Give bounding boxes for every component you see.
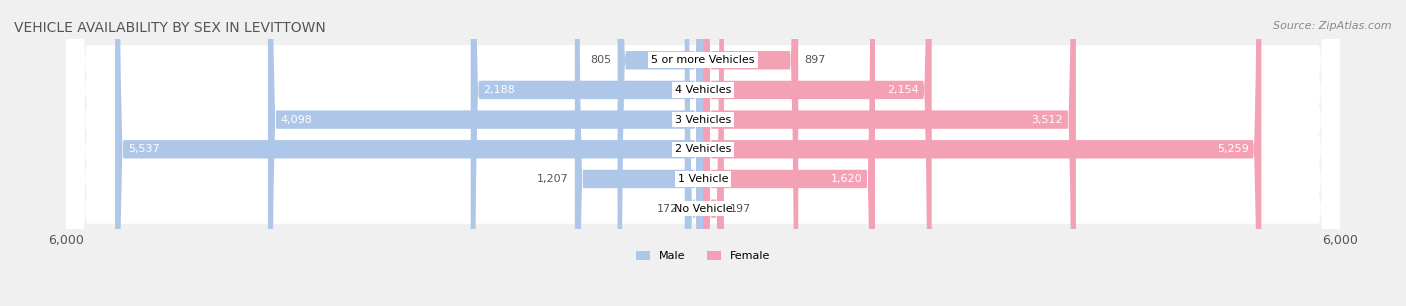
- Legend: Male, Female: Male, Female: [631, 247, 775, 266]
- FancyBboxPatch shape: [703, 0, 875, 306]
- FancyBboxPatch shape: [617, 0, 703, 306]
- FancyBboxPatch shape: [703, 0, 1261, 306]
- Text: 2,188: 2,188: [484, 85, 516, 95]
- Text: 5,537: 5,537: [128, 144, 159, 154]
- Text: 4 Vehicles: 4 Vehicles: [675, 85, 731, 95]
- FancyBboxPatch shape: [575, 0, 703, 306]
- FancyBboxPatch shape: [66, 0, 1340, 306]
- Text: 197: 197: [730, 204, 752, 214]
- Text: 2,154: 2,154: [887, 85, 920, 95]
- Text: 5 or more Vehicles: 5 or more Vehicles: [651, 55, 755, 65]
- FancyBboxPatch shape: [471, 0, 703, 306]
- FancyBboxPatch shape: [66, 0, 1340, 306]
- FancyBboxPatch shape: [66, 0, 1340, 306]
- FancyBboxPatch shape: [703, 0, 724, 306]
- Text: 897: 897: [804, 55, 825, 65]
- Text: VEHICLE AVAILABILITY BY SEX IN LEVITTOWN: VEHICLE AVAILABILITY BY SEX IN LEVITTOWN: [14, 21, 326, 35]
- Text: 172: 172: [657, 204, 678, 214]
- FancyBboxPatch shape: [66, 0, 1340, 306]
- Text: 1,207: 1,207: [537, 174, 568, 184]
- FancyBboxPatch shape: [703, 0, 799, 306]
- Text: 3 Vehicles: 3 Vehicles: [675, 115, 731, 125]
- Text: 1 Vehicle: 1 Vehicle: [678, 174, 728, 184]
- Text: Source: ZipAtlas.com: Source: ZipAtlas.com: [1274, 21, 1392, 32]
- Text: 4,098: 4,098: [281, 115, 312, 125]
- Text: 5,259: 5,259: [1216, 144, 1249, 154]
- Text: 805: 805: [591, 55, 612, 65]
- FancyBboxPatch shape: [269, 0, 703, 306]
- FancyBboxPatch shape: [703, 0, 932, 306]
- FancyBboxPatch shape: [703, 0, 1076, 306]
- FancyBboxPatch shape: [685, 0, 703, 306]
- Text: 3,512: 3,512: [1032, 115, 1063, 125]
- Text: 1,620: 1,620: [831, 174, 862, 184]
- Text: No Vehicle: No Vehicle: [673, 204, 733, 214]
- FancyBboxPatch shape: [66, 0, 1340, 306]
- FancyBboxPatch shape: [66, 0, 1340, 306]
- FancyBboxPatch shape: [115, 0, 703, 306]
- Text: 2 Vehicles: 2 Vehicles: [675, 144, 731, 154]
